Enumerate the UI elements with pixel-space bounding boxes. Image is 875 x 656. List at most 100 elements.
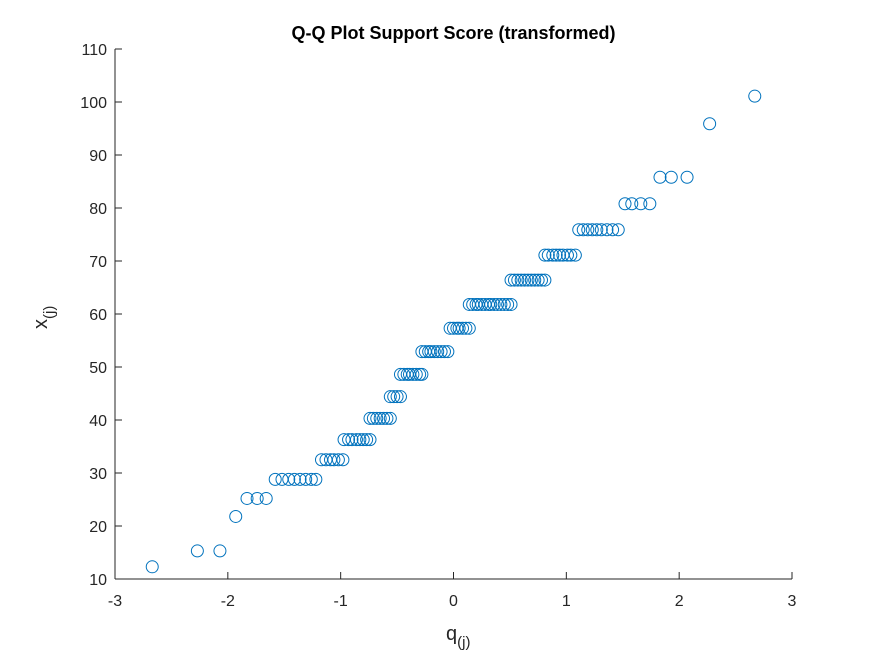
- data-point: [427, 345, 441, 359]
- data-point: [387, 390, 401, 404]
- data-markers: [145, 89, 762, 574]
- data-point: [299, 472, 313, 486]
- data-point: [250, 491, 264, 505]
- data-point: [546, 248, 560, 262]
- y-tick-label: 70: [89, 254, 107, 271]
- data-point: [383, 411, 397, 425]
- data-point: [594, 223, 608, 237]
- data-point: [511, 273, 525, 287]
- data-point: [287, 472, 301, 486]
- data-point: [521, 273, 535, 287]
- data-point: [585, 223, 599, 237]
- data-point: [518, 273, 532, 287]
- data-point: [240, 491, 254, 505]
- y-tick-label: 100: [80, 95, 107, 112]
- data-point: [643, 197, 657, 211]
- data-point: [415, 367, 429, 381]
- data-point: [345, 433, 359, 447]
- data-point: [553, 248, 567, 262]
- x-axis-label: q(j): [446, 623, 470, 651]
- data-point: [572, 223, 586, 237]
- data-point: [380, 411, 394, 425]
- data-point: [611, 223, 625, 237]
- data-point: [393, 390, 407, 404]
- data-point: [190, 544, 204, 558]
- data-point: [541, 248, 555, 262]
- y-tick-label: 30: [89, 466, 107, 483]
- y-tick-label: 60: [89, 307, 107, 324]
- data-point: [304, 472, 318, 486]
- data-point: [664, 170, 678, 184]
- data-point: [606, 223, 620, 237]
- data-point: [600, 223, 614, 237]
- x-tick-label: -2: [221, 593, 235, 610]
- data-point: [653, 170, 667, 184]
- data-point: [282, 472, 296, 486]
- data-point: [538, 248, 552, 262]
- x-axis-label-subscript: (j): [457, 634, 470, 651]
- y-tick-label: 80: [89, 201, 107, 218]
- data-point: [342, 433, 356, 447]
- data-point: [356, 433, 370, 447]
- data-point: [437, 345, 451, 359]
- data-point: [268, 472, 282, 486]
- y-axis-ticks: 10 20 30 40 50 60 70 80 90 100 110: [80, 42, 122, 589]
- data-point: [370, 411, 384, 425]
- data-point: [560, 248, 574, 262]
- y-tick-label: 110: [81, 42, 107, 59]
- data-point: [576, 223, 590, 237]
- data-point: [494, 297, 508, 311]
- data-point: [406, 367, 420, 381]
- data-point: [431, 345, 445, 359]
- data-point: [229, 509, 243, 523]
- y-tick-label: 20: [89, 519, 107, 536]
- data-point: [487, 297, 501, 311]
- data-point: [564, 248, 578, 262]
- data-point: [360, 433, 374, 447]
- data-point: [259, 491, 273, 505]
- data-point: [309, 472, 323, 486]
- data-point: [331, 453, 345, 467]
- data-point: [363, 433, 377, 447]
- y-axis-label-main: x: [30, 319, 52, 329]
- data-point: [680, 170, 694, 184]
- data-point: [618, 197, 632, 211]
- data-point: [590, 223, 604, 237]
- data-point: [514, 273, 528, 287]
- data-point: [581, 223, 595, 237]
- data-point: [497, 297, 511, 311]
- data-point: [531, 273, 545, 287]
- x-tick-label: -1: [334, 593, 348, 610]
- x-tick-label: 2: [675, 593, 684, 610]
- x-tick-label: 3: [788, 593, 797, 610]
- y-axis-label-subscript: (j): [41, 306, 58, 319]
- data-point: [549, 248, 563, 262]
- data-point: [424, 345, 438, 359]
- data-point: [452, 321, 466, 335]
- y-axis-label: x(j): [30, 306, 58, 329]
- data-point: [634, 197, 648, 211]
- data-point: [293, 472, 307, 486]
- data-point: [625, 197, 639, 211]
- x-tick-label: -3: [108, 593, 122, 610]
- data-point: [353, 433, 367, 447]
- data-point: [434, 345, 448, 359]
- data-point: [373, 411, 387, 425]
- data-point: [748, 89, 762, 103]
- data-point: [507, 273, 521, 287]
- data-point: [501, 297, 515, 311]
- data-point: [484, 297, 498, 311]
- data-point: [363, 411, 377, 425]
- x-axis-label-main: q: [446, 623, 457, 645]
- data-point: [366, 411, 380, 425]
- data-point: [441, 345, 455, 359]
- x-tick-label: 1: [562, 593, 571, 610]
- y-tick-label: 90: [89, 148, 107, 165]
- y-tick-label: 40: [89, 413, 107, 430]
- data-point: [383, 390, 397, 404]
- data-point: [528, 273, 542, 287]
- data-point: [568, 248, 582, 262]
- data-point: [145, 560, 159, 574]
- data-point: [327, 453, 341, 467]
